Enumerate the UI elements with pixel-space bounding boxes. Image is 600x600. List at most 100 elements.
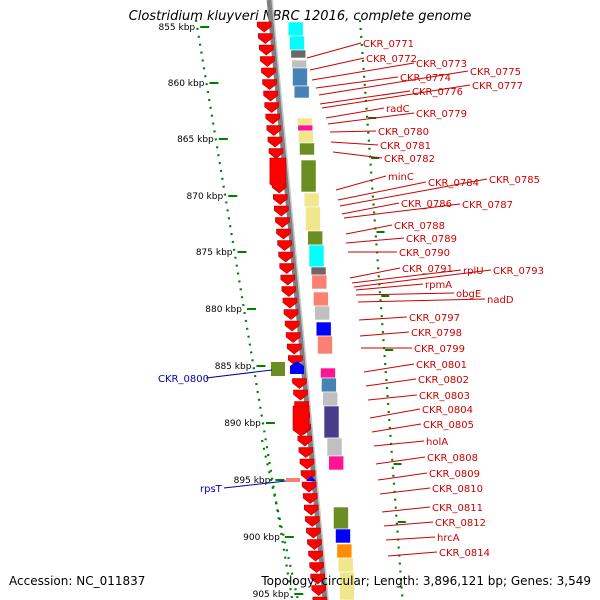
gene-label: CKR_0798 [411,328,462,339]
gene-label: CKR_0788 [394,221,445,232]
cog-category-block [335,528,351,544]
gene-label: CKR_0775 [470,67,521,78]
gene-label: nadD [487,295,514,306]
gene-label-leader [318,70,469,96]
forward-cds-arrow [302,493,318,504]
scale-tick-label: 855 kbp [158,23,195,33]
forward-cds-arrow [298,447,314,458]
scale-tick-label: 870 kbp [187,192,224,202]
forward-cds-arrow [264,102,279,113]
cog-category-block [315,321,332,337]
gene-label: rpmA [425,280,452,291]
forward-cds-arrow [310,573,325,585]
cog-category-block [299,142,315,156]
forward-cds-arrow [286,343,302,355]
gene-label-leader [358,316,408,321]
cog-category-block [333,506,349,530]
forward-cds-arrow [268,148,284,159]
scale-tick-label: 875 kbp [196,248,233,258]
gene-label: CKR_0776 [412,87,463,98]
gene-label: CKR_0782 [384,154,435,165]
gene-label-leader [309,57,365,71]
cog-category-block [300,159,317,193]
cog-category-block [323,405,340,439]
gene-label: CKR_0805 [423,420,474,431]
cog-category-block [291,59,308,69]
forward-cds-arrow [262,79,277,90]
reverse-cds-block [286,478,300,482]
gene-label-leader [373,440,425,447]
gene-label: CKR_0781 [380,141,431,152]
cog-category-block [322,391,339,407]
forward-cds-arrow [309,562,324,573]
map-title: Clostridium kluyveri NBRC 12016, complet… [128,9,472,24]
gene-label-leader [355,292,455,296]
gene-label-leader [319,90,411,105]
cog-category-block [320,367,336,379]
gene-label-leader [367,394,418,401]
gene-label: CKR_0772 [366,54,417,65]
forward-cds-arrow [275,217,290,228]
forward-cds-arrow [277,240,292,251]
gene-label-leader [363,363,415,373]
reverse-gene-label: CKR_0800 [158,374,209,385]
gene-label-leader [315,76,399,89]
forward-cds-arrow [285,332,301,343]
gene-label-leader [327,112,415,125]
outer-dotted-line [358,19,404,600]
forward-cds-arrow [276,228,291,240]
reverse-cds-block [271,362,285,376]
forward-cds-arrow [260,56,275,67]
cog-category-block [289,35,305,51]
cog-category-block [336,543,353,559]
scale-tick-label: 905 kbp [253,590,290,600]
forward-cds-long-arrow [269,157,287,191]
cog-category-block [305,206,321,232]
gene-label-leader [377,472,428,481]
gene-label: CKR_0787 [462,200,513,211]
gene-label-leader [306,42,362,59]
forward-cds-arrow [267,136,283,148]
forward-cds-arrow [279,263,295,274]
scale-tick-label: 860 kbp [168,79,205,89]
gene-label-leader [371,423,422,433]
forward-cds-arrow [280,274,296,286]
forward-cds-arrow [301,481,317,493]
forward-cds-arrow [312,596,328,600]
forward-cds-arrow [306,527,321,539]
cog-category-block [337,557,354,573]
gene-label-leader [337,181,427,201]
forward-cds-arrow [256,21,272,33]
gene-label: CKR_0785 [489,175,540,186]
forward-cds-arrow [281,286,297,297]
gene-label: CKR_0784 [428,178,479,189]
gene-label-leader [345,224,393,235]
forward-cds-arrow [284,320,300,332]
gene-label-leader [332,151,383,159]
gene-label-leader [351,269,462,284]
gene-label-leader [321,84,471,109]
gene-label-leader [341,202,400,215]
scale-tick-label: 865 kbp [177,135,214,145]
cog-category-block [311,274,328,290]
forward-cds-arrow [299,458,315,470]
cog-category-block [328,455,344,471]
gene-label: CKR_0791 [402,264,453,275]
gene-label-leader [311,62,415,81]
cog-category-block [287,21,304,37]
gene-label: CKR_0773 [416,59,467,70]
gene-label: minC [388,172,414,183]
forward-cds-arrow [282,297,298,309]
gene-label: CKR_0810 [432,484,483,495]
scale-tick-label: 885 kbp [215,362,252,372]
gene-label: CKR_0786 [401,199,452,210]
gene-label-leader [387,551,438,557]
forward-cds-arrow [272,194,288,205]
gene-label-leader [365,378,417,387]
forward-cds-arrow [261,67,276,79]
gene-label-leader [359,331,410,337]
cog-category-block [298,130,314,144]
forward-cds-arrow [265,113,281,125]
forward-cds-arrow [293,389,308,401]
